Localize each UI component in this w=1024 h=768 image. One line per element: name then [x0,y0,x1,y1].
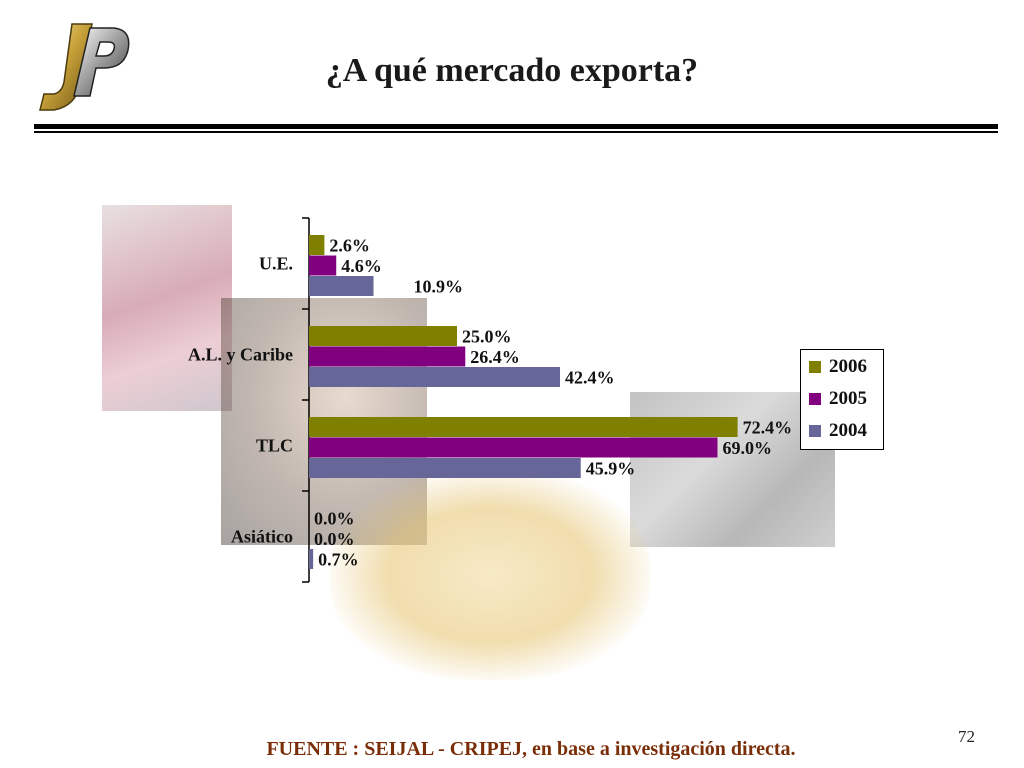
background-photo-corn [330,470,650,680]
data-label: 45.9% [586,458,636,478]
legend-label-2004: 2004 [829,420,867,441]
legend-label-2006: 2006 [829,356,867,377]
data-label: 4.6% [341,256,382,276]
data-label: 0.0% [314,529,355,549]
bar-2006 [309,417,738,437]
source-note: FUENTE : SEIJAL - CRIPEJ, en base a inve… [266,738,796,760]
bar-2005 [309,346,466,367]
legend-item-2006: 2006 [809,356,867,378]
title-rule [34,124,998,129]
data-label: 10.9% [414,276,464,296]
data-label: 0.7% [318,549,359,569]
data-label: 0.0% [314,508,355,528]
background-photo-woman [102,205,232,411]
jp-logo [39,23,130,111]
data-label: 26.4% [470,347,519,367]
legend-item-2004: 2004 [809,420,867,442]
bars [309,235,738,569]
data-label: 69.0% [722,438,772,458]
data-label: 72.4% [743,417,793,437]
data-label: 42.4% [565,367,615,387]
bar-2006 [309,326,457,346]
legend-swatch-2004 [809,425,821,437]
legend-swatch-2006 [809,361,821,373]
category-label: U.E. [259,254,293,274]
value-labels: 2.6%4.6% 10.9% 25.0%26.4% 42.4% 72.4%69.0% 45… [314,235,792,569]
legend-item-2005: 2005 [809,388,867,410]
bar-2005 [309,437,718,458]
page-title: ¿A qué mercado exporta? [325,52,699,89]
legend-swatch-2005 [809,393,821,405]
category-label: TLC [256,436,293,456]
bar-2006 [309,235,325,255]
bar-2005 [309,255,337,276]
category-label: Asiático [231,527,293,547]
page-number: 72 [958,727,975,746]
category-labels: U.E. A.L. y Caribe TLC Asiático [188,254,293,547]
bar-2004 [309,367,561,387]
bar-2004 [309,276,374,296]
data-label: 2.6% [329,235,370,255]
axis [302,217,310,583]
legend: 2006 2005 2004 [800,349,884,450]
bar-2004 [309,549,314,569]
data-label: 25.0% [462,326,512,346]
legend-label-2005: 2005 [829,388,867,409]
category-label: A.L. y Caribe [188,345,293,365]
title-rule-thin [34,131,998,133]
bar-2004 [309,458,581,478]
